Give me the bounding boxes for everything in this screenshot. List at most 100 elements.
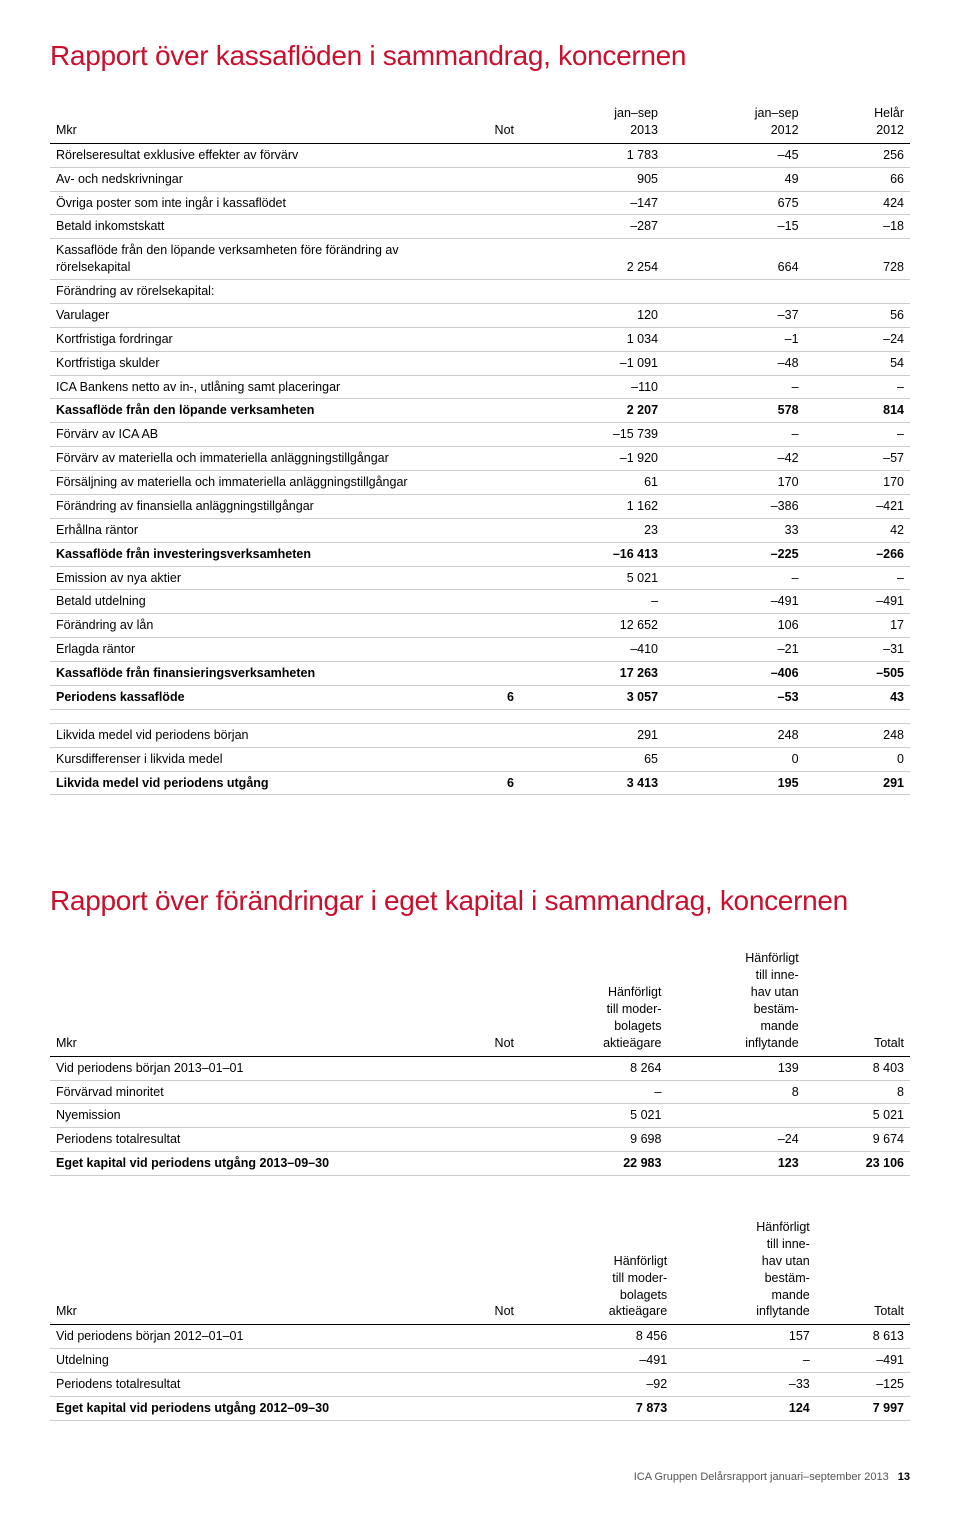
row-value: 3 413 — [520, 771, 664, 795]
row-value: 23 106 — [805, 1152, 910, 1176]
row-note — [480, 239, 520, 280]
row-label: Erhållna räntor — [50, 518, 480, 542]
row-note — [480, 542, 520, 566]
row-value: 33 — [664, 518, 805, 542]
row-value: 424 — [805, 191, 910, 215]
row-value: 8 — [805, 1080, 910, 1104]
row-label: Periodens kassaflöde — [50, 685, 480, 709]
table-row: Förändring av lån12 65210617 — [50, 614, 910, 638]
table-row: Utdelning–491––491 — [50, 1349, 910, 1373]
row-value: 2 207 — [520, 399, 664, 423]
row-value: 814 — [805, 399, 910, 423]
row-label: Periodens totalresultat — [50, 1373, 480, 1397]
table-row: Rörelseresultat exklusive effekter av fö… — [50, 143, 910, 167]
table-row: Kortfristiga fordringar1 034–1–24 — [50, 327, 910, 351]
row-value: 157 — [673, 1325, 816, 1349]
row-value: –491 — [805, 590, 910, 614]
row-value: 5 021 — [520, 1104, 667, 1128]
row-label: Kassaflöde från investeringsverksamheten — [50, 542, 480, 566]
table-row: Övriga poster som inte ingår i kassaflöd… — [50, 191, 910, 215]
row-label: Betald utdelning — [50, 590, 480, 614]
row-value: 195 — [664, 771, 805, 795]
row-value: –15 — [664, 215, 805, 239]
table-row: Nyemission5 0215 021 — [50, 1104, 910, 1128]
row-value: 664 — [664, 239, 805, 280]
row-value: 123 — [667, 1152, 804, 1176]
row-note — [480, 614, 520, 638]
row-label: Varulager — [50, 303, 480, 327]
row-note — [480, 1080, 520, 1104]
eq-col-mkr: Mkr — [50, 947, 480, 1056]
row-note — [480, 1152, 520, 1176]
table-row: Av- och nedskrivningar9054966 — [50, 167, 910, 191]
row-note — [480, 191, 520, 215]
page-title-equity: Rapport över förändringar i eget kapital… — [50, 885, 910, 917]
row-note — [480, 494, 520, 518]
row-value: 124 — [673, 1396, 816, 1420]
row-value: 66 — [805, 167, 910, 191]
row-value: –18 — [805, 215, 910, 239]
row-value: 49 — [664, 167, 805, 191]
row-note — [480, 518, 520, 542]
row-value: 7 873 — [520, 1396, 673, 1420]
row-value: – — [664, 566, 805, 590]
row-value: –491 — [816, 1349, 910, 1373]
row-note — [480, 566, 520, 590]
cashflow-table: Mkr Not jan–sep2013 jan–sep2012 Helår201… — [50, 102, 910, 795]
table-row: Förvärvad minoritet–88 — [50, 1080, 910, 1104]
row-value: 578 — [664, 399, 805, 423]
row-value: –1 091 — [520, 351, 664, 375]
row-value: 139 — [667, 1056, 804, 1080]
table-row: Kassaflöde från den löpande verksamheten… — [50, 239, 910, 280]
row-value: –53 — [664, 685, 805, 709]
row-label: Förvärv av ICA AB — [50, 423, 480, 447]
row-note — [480, 143, 520, 167]
table-row: Likvida medel vid periodens utgång63 413… — [50, 771, 910, 795]
equity-table-2013: Mkr Not Hänförligttill moder-bolagetsakt… — [50, 947, 910, 1176]
row-label: Utdelning — [50, 1349, 480, 1373]
row-value: 8 403 — [805, 1056, 910, 1080]
page-title-cashflow: Rapport över kassaflöden i sammandrag, k… — [50, 40, 910, 72]
row-note — [480, 447, 520, 471]
row-value — [664, 280, 805, 304]
row-value: 728 — [805, 239, 910, 280]
eq-col-parent: Hänförligttill moder-bolagetsaktieägare — [520, 947, 667, 1056]
row-value: 43 — [805, 685, 910, 709]
row-value: –24 — [667, 1128, 804, 1152]
row-note — [480, 590, 520, 614]
row-value: –33 — [673, 1373, 816, 1397]
row-label: Likvida medel vid periodens början — [50, 723, 480, 747]
table-row: Eget kapital vid periodens utgång 2012–0… — [50, 1396, 910, 1420]
table-row: Likvida medel vid periodens början291248… — [50, 723, 910, 747]
table-row: Förvärv av ICA AB–15 739–– — [50, 423, 910, 447]
row-note: 6 — [480, 685, 520, 709]
row-value: –31 — [805, 638, 910, 662]
row-value: –45 — [664, 143, 805, 167]
row-note — [480, 167, 520, 191]
table-row: Emission av nya aktier5 021–– — [50, 566, 910, 590]
row-value: 17 — [805, 614, 910, 638]
row-value: 106 — [664, 614, 805, 638]
cf-col-2013: jan–sep2013 — [520, 102, 664, 143]
row-value: 8 — [667, 1080, 804, 1104]
table-row: Kassaflöde från finansieringsverksamhete… — [50, 662, 910, 686]
row-label: Förvärv av materiella och immateriella a… — [50, 447, 480, 471]
table-row: Eget kapital vid periodens utgång 2013–0… — [50, 1152, 910, 1176]
row-value: –147 — [520, 191, 664, 215]
row-value: 291 — [520, 723, 664, 747]
footer-doc-title: ICA Gruppen Delårsrapport januari–septem… — [634, 1471, 889, 1483]
row-value: 17 263 — [520, 662, 664, 686]
row-value: 65 — [520, 747, 664, 771]
table-row: Erhållna räntor233342 — [50, 518, 910, 542]
row-value: 256 — [805, 143, 910, 167]
table-row: Vid periodens början 2012–01–018 4561578… — [50, 1325, 910, 1349]
row-value: –15 739 — [520, 423, 664, 447]
row-value: 170 — [805, 471, 910, 495]
row-value: 1 783 — [520, 143, 664, 167]
row-label: Förvärvad minoritet — [50, 1080, 480, 1104]
row-value: 54 — [805, 351, 910, 375]
row-value: –37 — [664, 303, 805, 327]
row-value: 56 — [805, 303, 910, 327]
table-row: Periodens totalresultat–92–33–125 — [50, 1373, 910, 1397]
row-value: 9 674 — [805, 1128, 910, 1152]
